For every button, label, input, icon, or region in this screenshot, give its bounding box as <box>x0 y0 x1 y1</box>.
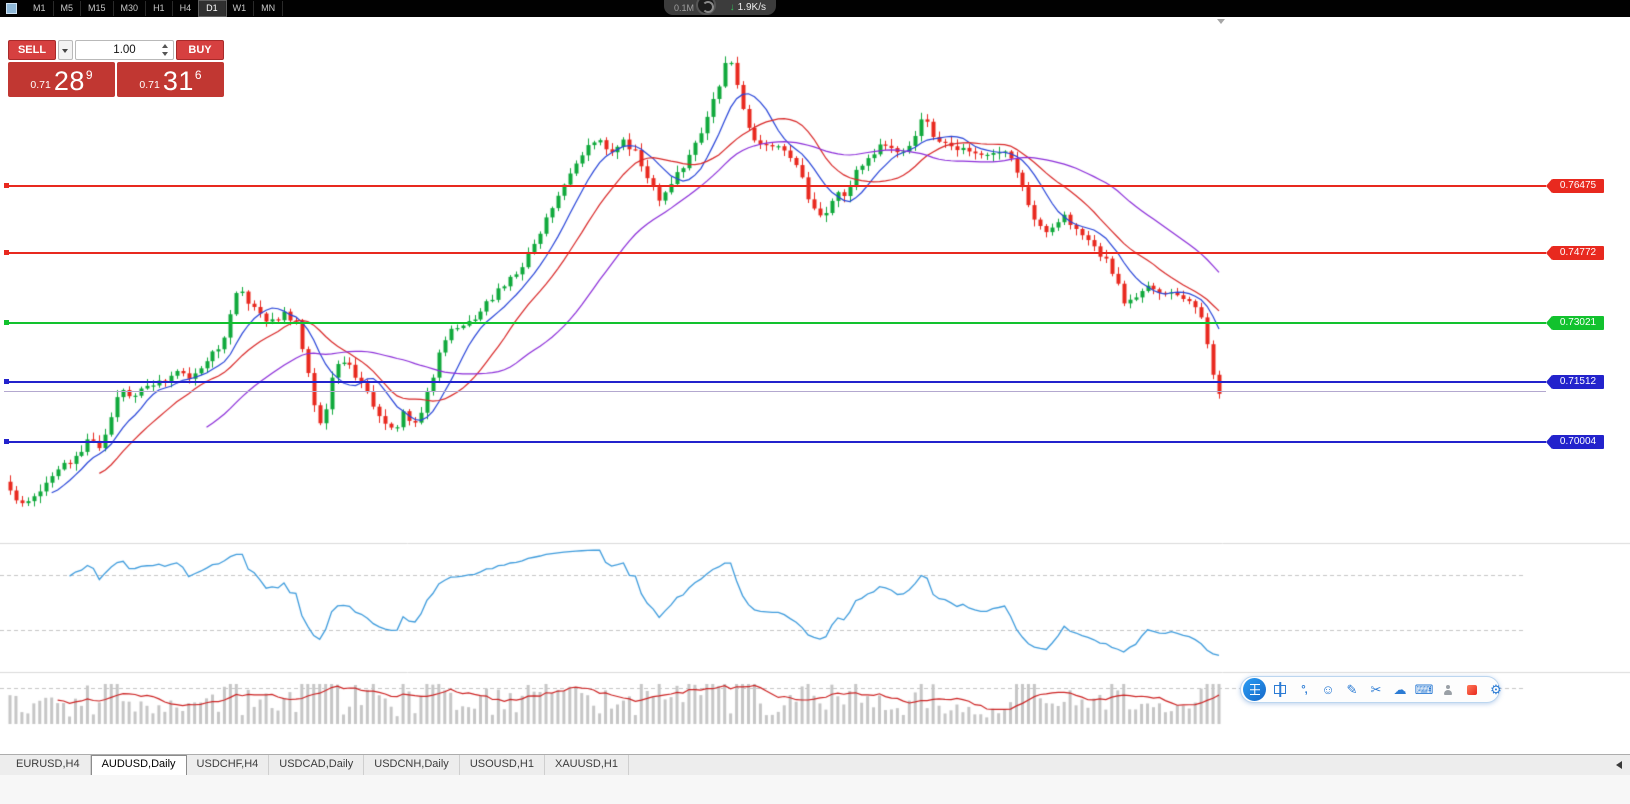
ask-price-pip: 6 <box>194 68 202 82</box>
ask-price-prefix: 0.71 <box>139 79 160 91</box>
buy-button[interactable]: BUY <box>176 40 224 60</box>
price-level-line-0.71512[interactable] <box>4 381 1546 383</box>
level-drag-handle[interactable] <box>4 379 9 384</box>
ask-price-big: 31 <box>162 66 194 96</box>
ask-price-button[interactable]: 0.71 31 6 <box>117 62 224 97</box>
symbol-tabs: EURUSD,H4 AUDUSD,Daily USDCHF,H4 USDCAD,Dai… <box>6 755 629 775</box>
timeframe-m15[interactable]: M15 <box>81 1 114 16</box>
bid-price-prefix: 0.71 <box>30 79 51 91</box>
chart-dropdown-arrow-icon[interactable] <box>1217 19 1225 24</box>
timeframe-m1[interactable]: M1 <box>26 1 54 16</box>
price-level-line-0.74772[interactable] <box>4 252 1546 254</box>
download-speed: 1.9K/s <box>737 1 766 13</box>
account-person-icon[interactable] <box>1440 682 1456 698</box>
upload-speed: 0.1M <box>674 2 695 13</box>
window-bottom-strip <box>0 774 1630 804</box>
price-tag-pointer-icon <box>1546 179 1552 193</box>
download-speed-group: ↓ 1.9K/s <box>729 1 766 13</box>
chart-tab-audusd[interactable]: AUDUSD,Daily <box>90 755 187 775</box>
current-price-line <box>4 391 1546 392</box>
chart-tab-usdcnh[interactable]: USDCNH,Daily <box>364 755 460 775</box>
bid-price-pip: 9 <box>85 68 93 82</box>
handwriting-pen-icon[interactable]: ✎ <box>1346 681 1358 697</box>
net-speed-overlay[interactable]: 0.1M ↓ 1.9K/s <box>664 0 776 15</box>
chart-tab-usdchf[interactable]: USDCHF,H4 <box>187 755 270 775</box>
level-drag-handle[interactable] <box>4 250 9 255</box>
virtual-keyboard-icon[interactable]: ⌨ <box>1414 681 1434 697</box>
skin-gift-icon[interactable] <box>1464 682 1480 698</box>
price-tag-pointer-icon <box>1546 375 1552 389</box>
bid-price-big: 28 <box>53 66 85 96</box>
app-icon[interactable] <box>6 3 17 14</box>
symbol-tab-bar: EURUSD,H4 AUDUSD,Daily USDCHF,H4 USDCAD,Dai… <box>0 754 1630 775</box>
chart-tab-usousd[interactable]: USOUSD,H1 <box>460 755 545 775</box>
price-level-label: 0.76475 <box>1552 179 1604 193</box>
punctuation-icon[interactable]: °, <box>1301 683 1307 696</box>
chart-tab-xauusd[interactable]: XAUUSD,H1 <box>545 755 629 775</box>
sell-button[interactable]: SELL <box>8 40 56 60</box>
volume-value: 1.00 <box>113 44 136 56</box>
cloud-sync-icon[interactable]: ☁ <box>1393 681 1407 697</box>
ime-toolbar[interactable]: °, ☺ ✎ ✂ ☁ ⌨ ⚙ <box>1240 676 1502 703</box>
level-drag-handle[interactable] <box>4 183 9 188</box>
price-level-label: 0.73021 <box>1552 316 1604 330</box>
screenshot-scissors-icon[interactable]: ✂ <box>1370 681 1382 697</box>
tab-scroll-left-icon[interactable] <box>1616 761 1622 769</box>
price-level-line-0.76475[interactable] <box>4 185 1546 187</box>
price-level-label: 0.71512 <box>1552 375 1604 389</box>
timeframe-h1[interactable]: H1 <box>146 1 173 16</box>
timeframe-h4[interactable]: H4 <box>173 1 200 16</box>
overlay-logo-icon <box>696 0 716 15</box>
timeframe-m30[interactable]: M30 <box>114 1 147 16</box>
settings-gear-icon[interactable]: ⚙ <box>1490 681 1502 697</box>
emoji-icon[interactable]: ☺ <box>1321 681 1335 697</box>
download-arrow-icon: ↓ <box>729 1 735 13</box>
price-tag-pointer-icon <box>1546 246 1552 260</box>
chinese-mode-icon[interactable] <box>1272 682 1288 698</box>
timeframe-button-group: M1 M5 M15 M30 H1 H4 D1 W1 MN <box>26 0 284 17</box>
timeframe-d1[interactable]: D1 <box>198 0 227 17</box>
timeframe-toolbar: M1 M5 M15 M30 H1 H4 D1 W1 MN <box>0 0 1630 17</box>
timeframe-w1[interactable]: W1 <box>226 1 255 16</box>
wang-glyph <box>1249 684 1260 695</box>
bid-price-button[interactable]: 0.71 28 9 <box>8 62 115 97</box>
ime-logo-icon[interactable] <box>1243 678 1266 701</box>
level-drag-handle[interactable] <box>4 439 9 444</box>
chart-tab-eurusd[interactable]: EURUSD,H4 <box>6 755 91 775</box>
volume-spinner-icon[interactable] <box>160 43 171 57</box>
price-level-label: 0.74772 <box>1552 246 1604 260</box>
price-tag-pointer-icon <box>1546 316 1552 330</box>
volume-dropdown-button[interactable] <box>58 40 73 60</box>
timeframe-m5[interactable]: M5 <box>54 1 82 16</box>
price-level-label: 0.70004 <box>1552 435 1604 449</box>
chart-tab-usdcad[interactable]: USDCAD,Daily <box>269 755 365 775</box>
level-drag-handle[interactable] <box>4 320 9 325</box>
timeframe-mn[interactable]: MN <box>254 1 284 16</box>
price-level-line-0.70004[interactable] <box>4 441 1546 443</box>
price-tag-pointer-icon <box>1546 435 1552 449</box>
volume-input[interactable]: 1.00 <box>75 40 174 60</box>
ime-icon-group: °, ☺ ✎ ✂ ☁ ⌨ ⚙ <box>1272 682 1504 698</box>
price-level-line-0.73021[interactable] <box>4 322 1546 324</box>
one-click-trading-panel: SELL 1.00 BUY 0.71 28 9 0.71 31 6 <box>8 40 224 97</box>
